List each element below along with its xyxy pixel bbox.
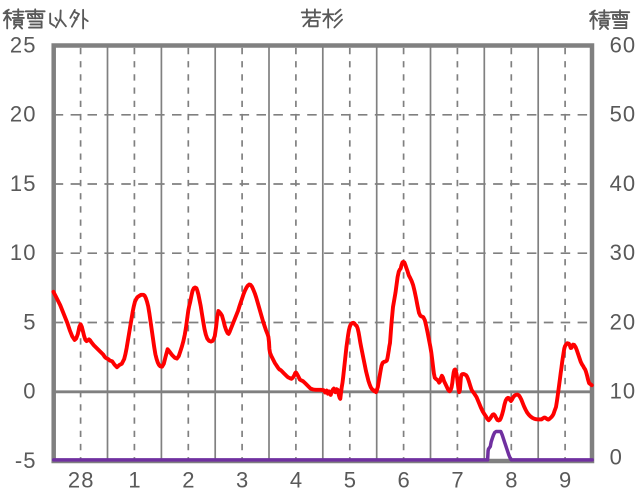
svg-text:10: 10	[10, 240, 37, 265]
svg-text:7: 7	[451, 468, 464, 493]
svg-text:5: 5	[344, 468, 357, 493]
svg-text:15: 15	[10, 171, 37, 196]
svg-text:60: 60	[610, 32, 636, 57]
svg-text:9: 9	[559, 468, 572, 493]
svg-text:-5: -5	[15, 448, 37, 473]
svg-text:30: 30	[610, 240, 636, 265]
svg-text:2: 2	[182, 468, 195, 493]
svg-text:50: 50	[610, 102, 636, 127]
svg-text:8: 8	[505, 468, 518, 493]
svg-text:6: 6	[398, 468, 411, 493]
svg-text:20: 20	[10, 102, 37, 127]
svg-text:10: 10	[610, 379, 636, 404]
svg-text:20: 20	[610, 309, 636, 334]
svg-text:0: 0	[23, 379, 36, 404]
svg-text:25: 25	[10, 32, 37, 57]
svg-text:0: 0	[610, 444, 623, 469]
svg-text:3: 3	[236, 468, 249, 493]
svg-text:1: 1	[128, 468, 141, 493]
svg-text:4: 4	[290, 468, 303, 493]
svg-text:5: 5	[23, 309, 36, 334]
svg-text:28: 28	[68, 468, 95, 493]
svg-text:40: 40	[610, 171, 636, 196]
